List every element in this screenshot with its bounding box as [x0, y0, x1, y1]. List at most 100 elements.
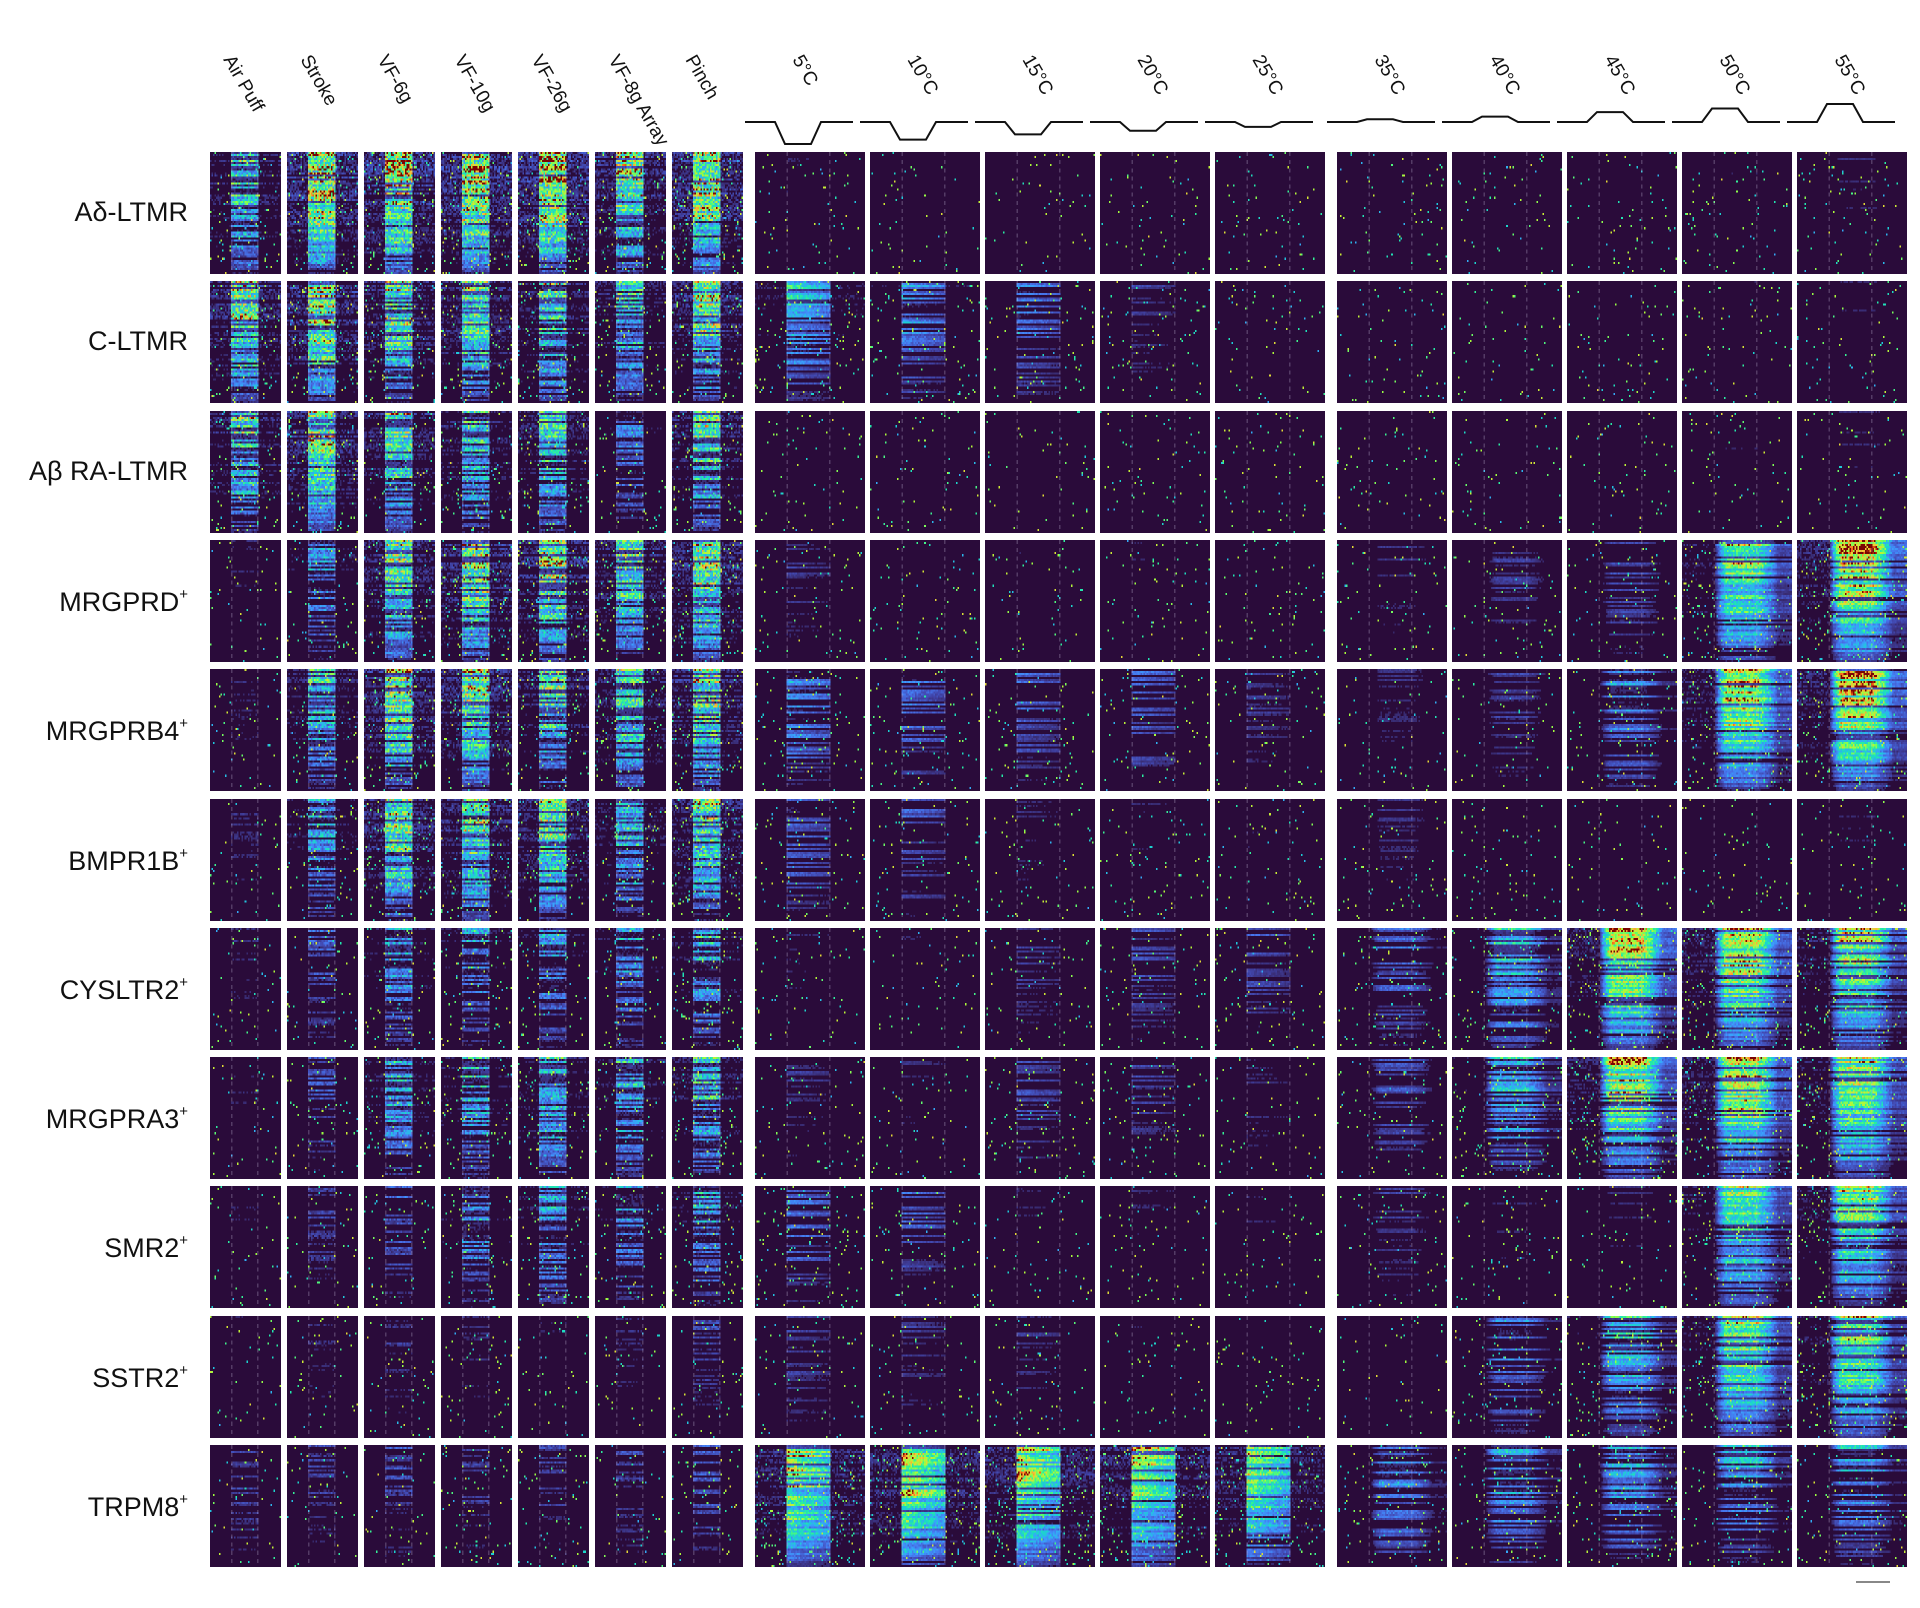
- heatmap-cell-mech-4-1: [287, 669, 358, 791]
- heatmap-cell-mech-7-1: [287, 1057, 358, 1179]
- heatmap-cell-cold-2-0: [755, 411, 865, 533]
- heatmap-cell-cold-10-1: [870, 1445, 980, 1567]
- heatmap-cell-mech-10-4: [518, 1445, 589, 1567]
- heatmap-cell-heat-8-3: [1682, 1186, 1792, 1308]
- neuron-type-name: MRGPRA3: [45, 1104, 180, 1134]
- heatmap-cell-cold-6-2: [985, 928, 1095, 1050]
- heatmap-cell-mech-6-2: [364, 928, 435, 1050]
- heatmap-cell-heat-6-4: [1797, 928, 1907, 1050]
- neuron-type-name: C-LTMR: [88, 326, 188, 356]
- heatmap-cell-heat-2-1: [1452, 411, 1562, 533]
- heatmap-cell-heat-1-3: [1682, 281, 1792, 403]
- heatmap-cell-mech-9-5: [595, 1316, 666, 1438]
- heatmap-cell-mech-2-5: [595, 411, 666, 533]
- cold-stimulus-trace-3: [1090, 121, 1198, 132]
- heatmap-cell-mech-4-0: [210, 669, 281, 791]
- heatmap-cell-cold-9-0: [755, 1316, 865, 1438]
- heatmap-cell-mech-9-6: [672, 1316, 743, 1438]
- heatmap-cell-heat-3-3: [1682, 540, 1792, 662]
- heatmap-cell-mech-9-3: [441, 1316, 512, 1438]
- heatmap-cell-mech-10-0: [210, 1445, 281, 1567]
- heatmap-cell-mech-3-5: [595, 540, 666, 662]
- heatmap-cell-heat-0-2: [1567, 152, 1677, 274]
- heatmap-cell-cold-8-4: [1215, 1186, 1325, 1308]
- heatmap-cell-cold-10-2: [985, 1445, 1095, 1567]
- heatmap-cell-cold-1-3: [1100, 281, 1210, 403]
- heatmap-cell-mech-10-2: [364, 1445, 435, 1567]
- heatmap-cell-heat-8-0: [1337, 1186, 1447, 1308]
- heatmap-cell-mech-0-6: [672, 152, 743, 274]
- heatmap-cell-heat-8-2: [1567, 1186, 1677, 1308]
- cold-stimulus-trace-0: [745, 121, 853, 145]
- heatmap-cell-heat-7-3: [1682, 1057, 1792, 1179]
- heatmap-cell-mech-7-2: [364, 1057, 435, 1179]
- heatmap-cell-mech-7-5: [595, 1057, 666, 1179]
- heatmap-cell-mech-2-3: [441, 411, 512, 533]
- row-label-2: Aβ RA-LTMR: [0, 458, 188, 485]
- heatmap-cell-cold-6-4: [1215, 928, 1325, 1050]
- heatmap-cell-heat-4-0: [1337, 669, 1447, 791]
- heatmap-cell-mech-8-3: [441, 1186, 512, 1308]
- heatmap-cell-mech-3-0: [210, 540, 281, 662]
- heatmap-cell-cold-2-2: [985, 411, 1095, 533]
- heatmap-cell-heat-4-2: [1567, 669, 1677, 791]
- heatmap-cell-cold-3-2: [985, 540, 1095, 662]
- positive-superscript: +: [179, 1362, 188, 1379]
- heatmap-cell-heat-1-2: [1567, 281, 1677, 403]
- heatmap-cell-heat-5-0: [1337, 799, 1447, 921]
- heat-stimulus-trace-1: [1442, 115, 1550, 123]
- heatmap-cell-cold-9-3: [1100, 1316, 1210, 1438]
- row-label-9: SSTR2+: [0, 1363, 188, 1392]
- heatmap-cell-heat-10-4: [1797, 1445, 1907, 1567]
- heatmap-cell-heat-7-0: [1337, 1057, 1447, 1179]
- heatmap-cell-cold-3-1: [870, 540, 980, 662]
- heatmap-cell-heat-6-0: [1337, 928, 1447, 1050]
- heatmap-cell-cold-4-2: [985, 669, 1095, 791]
- row-label-8: SMR2+: [0, 1233, 188, 1262]
- heatmap-cell-heat-2-0: [1337, 411, 1447, 533]
- heatmap-cell-heat-9-2: [1567, 1316, 1677, 1438]
- cold-stimulus-trace-2: [975, 121, 1083, 136]
- heatmap-cell-cold-6-3: [1100, 928, 1210, 1050]
- heat-stimulus-trace-2: [1557, 111, 1665, 123]
- heatmap-cell-cold-10-0: [755, 1445, 865, 1567]
- positive-superscript: +: [179, 586, 188, 603]
- heatmap-cell-cold-0-2: [985, 152, 1095, 274]
- heatmap-cell-cold-4-1: [870, 669, 980, 791]
- heatmap-cell-heat-10-2: [1567, 1445, 1677, 1567]
- heatmap-cell-cold-2-3: [1100, 411, 1210, 533]
- heatmap-cell-cold-3-0: [755, 540, 865, 662]
- heatmap-cell-heat-7-1: [1452, 1057, 1562, 1179]
- heatmap-cell-mech-1-2: [364, 281, 435, 403]
- row-label-3: MRGPRD+: [0, 587, 188, 616]
- heatmap-cell-cold-2-4: [1215, 411, 1325, 533]
- heatmap-cell-heat-5-1: [1452, 799, 1562, 921]
- heatmap-cell-cold-1-1: [870, 281, 980, 403]
- heat-stimulus-trace-3: [1672, 107, 1780, 123]
- heatmap-cell-heat-5-3: [1682, 799, 1792, 921]
- heatmap-cell-cold-0-4: [1215, 152, 1325, 274]
- heatmap-cell-heat-6-3: [1682, 928, 1792, 1050]
- heatmap-cell-mech-3-2: [364, 540, 435, 662]
- heatmap-cell-mech-1-3: [441, 281, 512, 403]
- heatmap-cell-heat-1-1: [1452, 281, 1562, 403]
- heatmap-cell-mech-7-3: [441, 1057, 512, 1179]
- heatmap-cell-mech-1-6: [672, 281, 743, 403]
- heatmap-cell-heat-6-1: [1452, 928, 1562, 1050]
- heatmap-cell-cold-10-4: [1215, 1445, 1325, 1567]
- heatmap-cell-mech-3-6: [672, 540, 743, 662]
- heat-stimulus-trace-4: [1787, 103, 1895, 123]
- heatmap-cell-cold-6-1: [870, 928, 980, 1050]
- heatmap-cell-heat-9-4: [1797, 1316, 1907, 1438]
- heatmap-cell-heat-9-0: [1337, 1316, 1447, 1438]
- heatmap-cell-cold-5-0: [755, 799, 865, 921]
- heatmap-cell-mech-4-2: [364, 669, 435, 791]
- heatmap-cell-mech-5-0: [210, 799, 281, 921]
- heatmap-cell-mech-5-2: [364, 799, 435, 921]
- heatmap-cell-mech-0-1: [287, 152, 358, 274]
- heatmap-cell-mech-5-6: [672, 799, 743, 921]
- heatmap-cell-mech-7-0: [210, 1057, 281, 1179]
- neuron-type-name: MRGPRB4: [45, 716, 180, 746]
- heatmap-cell-heat-5-2: [1567, 799, 1677, 921]
